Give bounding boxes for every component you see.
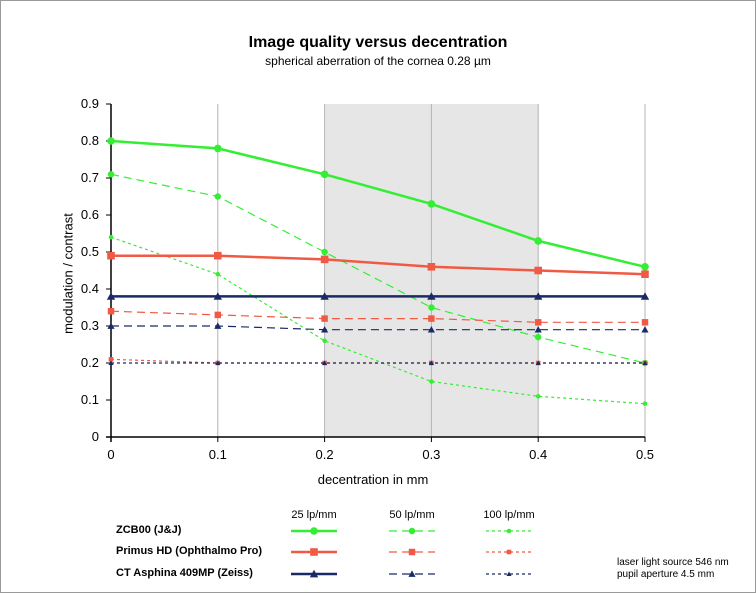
data-point-zcb00-j-j-50-lp-mm bbox=[107, 171, 115, 178]
data-point-zcb00-j-j-25-lp-mm bbox=[107, 137, 115, 145]
data-point-zcb00-j-j-100-lp-mm bbox=[215, 271, 221, 277]
data-point-ct-asphina-409mp-zeiss-100-lp-mm bbox=[108, 360, 114, 366]
data-point-ct-asphina-409mp-zeiss-50-lp-mm bbox=[321, 326, 329, 333]
legend-sample-primus-hd-ophthalmo-pro-50-lp-mm-marker bbox=[408, 548, 416, 556]
legend-row-label: Primus HD (Ophthalmo Pro) bbox=[116, 545, 263, 557]
series-line-zcb00-j-j-100-lp-mm bbox=[110, 236, 646, 405]
legend-sample-zcb00-j-j-50-lp-mm-marker bbox=[408, 527, 416, 535]
data-point-zcb00-j-j-25-lp-mm bbox=[427, 200, 436, 208]
data-point-ct-asphina-409mp-zeiss-100-lp-mm bbox=[535, 360, 541, 366]
data-point-ct-asphina-409mp-zeiss-25-lp-mm bbox=[213, 292, 222, 300]
x-tick-label: 0.3 bbox=[422, 447, 441, 462]
legend-sample-ct-asphina-409mp-zeiss-50-lp-mm-marker bbox=[408, 570, 416, 577]
x-axis-label: decentration in mm bbox=[0, 472, 756, 487]
note-pupil-aperture: pupil aperture 4.5 mm bbox=[617, 569, 715, 580]
data-point-zcb00-j-j-100-lp-mm bbox=[322, 338, 327, 344]
data-point-ct-asphina-409mp-zeiss-100-lp-mm bbox=[215, 360, 221, 366]
data-point-ct-asphina-409mp-zeiss-25-lp-mm bbox=[534, 292, 543, 300]
series-line-primus-hd-ophthalmo-pro-50-lp-mm bbox=[110, 310, 645, 323]
data-point-zcb00-j-j-50-lp-mm bbox=[214, 193, 222, 200]
data-point-primus-hd-ophthalmo-pro-50-lp-mm bbox=[641, 319, 649, 326]
series-line-zcb00-j-j-25-lp-mm bbox=[110, 139, 646, 269]
data-point-primus-hd-ophthalmo-pro-25-lp-mm bbox=[214, 251, 222, 260]
legend-row-label: CT Asphina 409MP (Zeiss) bbox=[116, 567, 253, 579]
data-point-ct-asphina-409mp-zeiss-100-lp-mm bbox=[642, 360, 648, 366]
series-line-ct-asphina-409mp-zeiss-50-lp-mm bbox=[111, 325, 645, 331]
x-tick-label: 0.4 bbox=[529, 447, 548, 462]
data-point-primus-hd-ophthalmo-pro-25-lp-mm bbox=[427, 263, 436, 271]
legend-column-header: 25 lp/mm bbox=[291, 509, 337, 521]
data-point-primus-hd-ophthalmo-pro-50-lp-mm bbox=[534, 319, 542, 326]
data-point-zcb00-j-j-25-lp-mm bbox=[534, 237, 542, 245]
series-line-zcb00-j-j-50-lp-mm bbox=[110, 173, 646, 364]
series-line-primus-hd-ophthalmo-pro-25-lp-mm bbox=[111, 254, 646, 276]
y-tick-label: 0.6 bbox=[80, 207, 99, 222]
x-tick-label: 0.2 bbox=[315, 447, 334, 462]
legend-sample-zcb00-j-j-25-lp-mm-marker bbox=[310, 527, 318, 535]
data-point-ct-asphina-409mp-zeiss-50-lp-mm bbox=[214, 322, 222, 329]
data-point-ct-asphina-409mp-zeiss-50-lp-mm bbox=[641, 326, 649, 333]
data-point-primus-hd-ophthalmo-pro-50-lp-mm bbox=[321, 315, 328, 322]
x-tick-label: 0.5 bbox=[635, 447, 655, 462]
y-tick-label: 0.4 bbox=[80, 281, 99, 296]
data-point-primus-hd-ophthalmo-pro-50-lp-mm bbox=[107, 307, 115, 315]
data-point-ct-asphina-409mp-zeiss-25-lp-mm bbox=[427, 292, 436, 300]
data-point-ct-asphina-409mp-zeiss-100-lp-mm bbox=[428, 360, 434, 366]
data-point-zcb00-j-j-50-lp-mm bbox=[428, 304, 435, 311]
data-point-zcb00-j-j-100-lp-mm bbox=[108, 234, 114, 240]
data-point-zcb00-j-j-25-lp-mm bbox=[214, 144, 222, 153]
y-tick-label: 0.2 bbox=[80, 355, 99, 370]
legend-row-label: ZCB00 (J&J) bbox=[116, 524, 182, 536]
legend-sample-ct-asphina-409mp-zeiss-25-lp-mm-marker bbox=[309, 569, 319, 578]
legend-column-header: 100 lp/mm bbox=[483, 509, 535, 521]
y-tick-label: 0.7 bbox=[80, 170, 99, 185]
legend-sample-ct-asphina-409mp-zeiss-100-lp-mm-marker bbox=[506, 571, 512, 577]
data-point-zcb00-j-j-50-lp-mm bbox=[321, 248, 328, 256]
data-point-primus-hd-ophthalmo-pro-50-lp-mm bbox=[214, 311, 222, 319]
data-point-zcb00-j-j-100-lp-mm bbox=[642, 401, 648, 406]
y-tick-label: 0.3 bbox=[80, 318, 99, 333]
chart-title: Image quality versus decentration bbox=[248, 34, 508, 51]
data-point-ct-asphina-409mp-zeiss-100-lp-mm bbox=[322, 360, 328, 366]
y-tick-label: 0 bbox=[91, 429, 99, 444]
data-point-ct-asphina-409mp-zeiss-25-lp-mm bbox=[640, 292, 650, 300]
legend-column-header: 50 lp/mm bbox=[389, 509, 435, 521]
legend-sample-primus-hd-ophthalmo-pro-100-lp-mm-marker bbox=[506, 549, 512, 555]
data-point-primus-hd-ophthalmo-pro-50-lp-mm bbox=[428, 315, 435, 322]
data-point-ct-asphina-409mp-zeiss-50-lp-mm bbox=[107, 322, 115, 329]
data-point-ct-asphina-409mp-zeiss-25-lp-mm bbox=[320, 292, 329, 300]
note-light-source: laser light source 546 nm bbox=[617, 557, 729, 568]
x-tick-label: 0 bbox=[107, 447, 115, 462]
data-point-ct-asphina-409mp-zeiss-25-lp-mm bbox=[106, 292, 116, 300]
y-tick-label: 0.9 bbox=[80, 96, 99, 111]
data-point-ct-asphina-409mp-zeiss-50-lp-mm bbox=[427, 326, 435, 333]
chart-subtitle: spherical aberration of the cornea 0.28 … bbox=[265, 54, 491, 68]
data-point-primus-hd-ophthalmo-pro-25-lp-mm bbox=[641, 270, 649, 278]
data-point-primus-hd-ophthalmo-pro-25-lp-mm bbox=[320, 255, 329, 264]
data-point-ct-asphina-409mp-zeiss-50-lp-mm bbox=[534, 326, 542, 333]
x-axis-label-text: decentration in mm bbox=[317, 472, 429, 487]
y-tick-label: 0.1 bbox=[80, 392, 99, 407]
data-point-zcb00-j-j-100-lp-mm bbox=[429, 379, 434, 384]
x-tick-label: 0.1 bbox=[208, 447, 227, 462]
data-point-primus-hd-ophthalmo-pro-25-lp-mm bbox=[534, 266, 542, 275]
data-point-zcb00-j-j-25-lp-mm bbox=[320, 170, 329, 179]
data-point-zcb00-j-j-25-lp-mm bbox=[641, 263, 649, 271]
data-point-primus-hd-ophthalmo-pro-25-lp-mm bbox=[107, 251, 115, 260]
data-point-zcb00-j-j-100-lp-mm bbox=[535, 394, 541, 399]
legend-sample-zcb00-j-j-100-lp-mm-marker bbox=[506, 528, 512, 534]
data-point-zcb00-j-j-50-lp-mm bbox=[534, 333, 542, 341]
y-tick-label: 0.8 bbox=[80, 133, 99, 148]
data-point-primus-hd-ophthalmo-pro-100-lp-mm bbox=[108, 357, 114, 362]
y-tick-label: 0.5 bbox=[80, 244, 99, 259]
legend-sample-primus-hd-ophthalmo-pro-25-lp-mm-marker bbox=[310, 548, 318, 556]
